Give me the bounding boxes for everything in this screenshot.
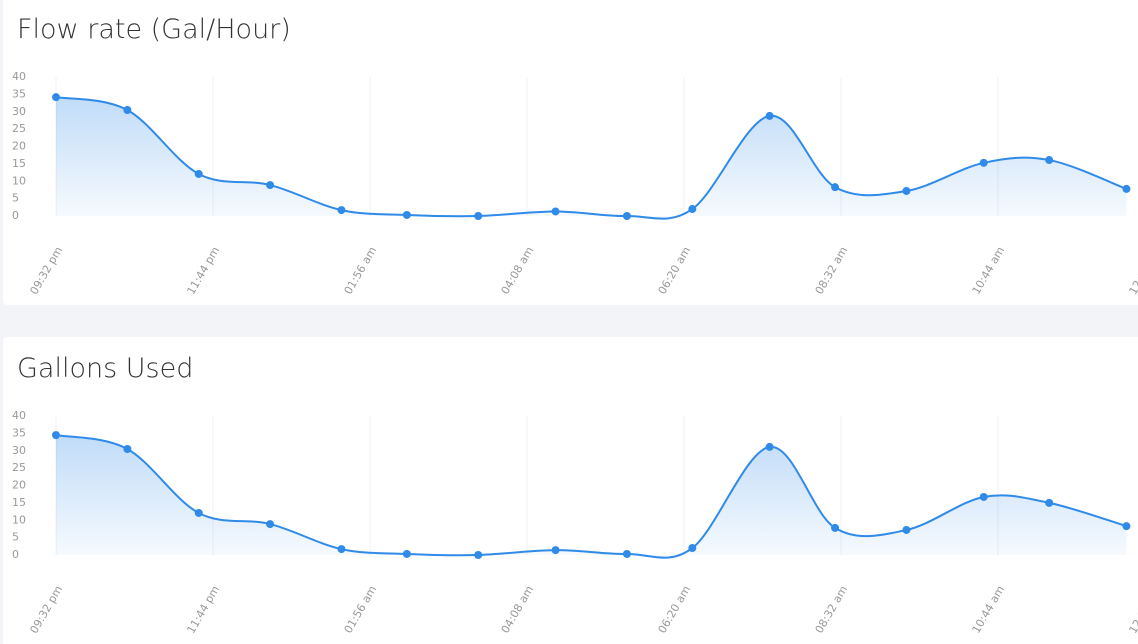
- line: [55, 96, 1127, 220]
- y-tick-label: 25: [12, 461, 26, 474]
- point: [402, 549, 411, 558]
- y-tick-label: 15: [12, 496, 26, 509]
- point: [474, 551, 483, 559]
- point: [123, 106, 132, 115]
- y-tick-label: 25: [12, 122, 26, 135]
- point: [337, 545, 346, 554]
- y-tick-label: 20: [12, 479, 26, 492]
- point: [337, 206, 346, 215]
- point: [622, 212, 631, 220]
- y-tick-label: 20: [12, 140, 26, 153]
- y-tick-label: 0: [12, 548, 19, 561]
- point: [52, 431, 60, 440]
- point: [622, 549, 631, 558]
- point: [979, 158, 988, 167]
- y-tick-label: 10: [12, 174, 26, 187]
- point: [266, 181, 275, 190]
- point: [194, 508, 203, 517]
- y-tick-label: 30: [12, 444, 26, 457]
- point: [551, 546, 560, 555]
- point: [474, 212, 483, 220]
- y-tick-label: 30: [12, 105, 26, 118]
- point: [266, 520, 275, 529]
- point: [902, 186, 911, 195]
- y-tick-label: 35: [12, 87, 26, 100]
- panel: [3, 337, 1138, 644]
- y-tick-label: 15: [12, 157, 26, 170]
- point: [551, 207, 560, 216]
- point: [765, 442, 774, 451]
- point: [831, 183, 840, 192]
- y-tick-label: 5: [12, 192, 19, 205]
- y-tick-label: 5: [12, 531, 19, 544]
- point: [1122, 184, 1131, 193]
- y-tick-label: 40: [12, 70, 26, 83]
- point: [765, 111, 774, 120]
- y-tick-label: 0: [12, 209, 19, 222]
- panel: [3, 0, 1138, 305]
- chart-title: Gallons Used: [17, 353, 193, 384]
- area: [56, 435, 1127, 558]
- point: [194, 169, 203, 178]
- point: [902, 525, 911, 534]
- y-tick-label: 10: [12, 513, 26, 526]
- point: [402, 210, 411, 219]
- area: [56, 97, 1127, 219]
- y-tick-label: 40: [12, 409, 26, 422]
- point: [688, 205, 697, 214]
- point: [979, 492, 988, 501]
- point: [1045, 156, 1054, 165]
- y-tick-label: 35: [12, 426, 26, 439]
- point: [688, 544, 697, 553]
- point: [123, 445, 132, 454]
- point: [1045, 498, 1054, 507]
- line: [55, 434, 1127, 559]
- point: [1122, 522, 1131, 531]
- point: [831, 523, 840, 532]
- chart-title: Flow rate (Gal/Hour): [17, 14, 291, 45]
- point: [52, 93, 60, 102]
